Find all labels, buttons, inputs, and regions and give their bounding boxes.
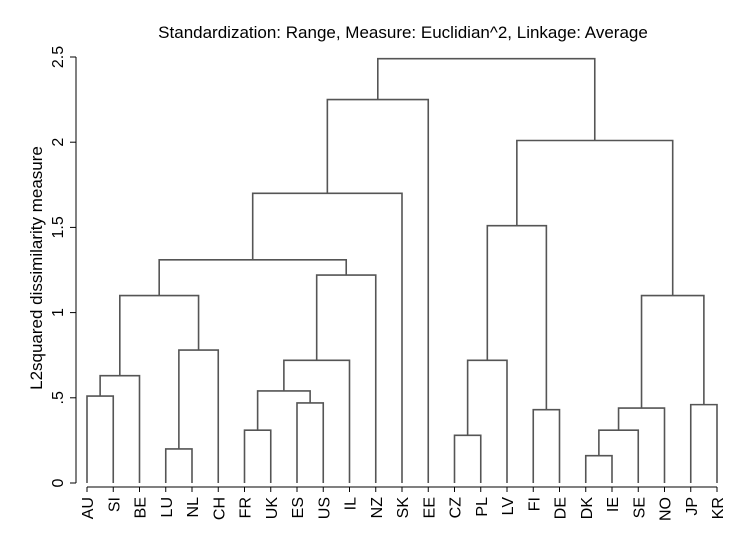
merge-link-m15 bbox=[178, 349, 220, 483]
merge-link-m6 bbox=[532, 408, 561, 483]
leaf-label-dk: DK bbox=[579, 497, 596, 520]
leaf-label-ch: CH bbox=[211, 497, 228, 520]
merge-link-m23 bbox=[326, 98, 430, 483]
leaf-label-no: NO bbox=[658, 497, 675, 521]
merge-link-m24 bbox=[377, 57, 596, 141]
y-tick-label: .5 bbox=[50, 391, 67, 404]
leaf-label-nz: NZ bbox=[369, 497, 386, 519]
leaf-label-se: SE bbox=[631, 497, 648, 518]
leaf-label-ee: EE bbox=[421, 497, 438, 518]
merge-link-m13 bbox=[466, 359, 508, 483]
merge-link-m22 bbox=[516, 139, 674, 296]
leaf-label-si: SI bbox=[106, 497, 123, 512]
leaf-label-au: AU bbox=[80, 497, 97, 519]
merge-link-m8 bbox=[689, 403, 718, 483]
y-tick-label: 1.5 bbox=[50, 216, 67, 238]
leaf-label-cz: CZ bbox=[448, 497, 465, 519]
merge-link-m14 bbox=[283, 359, 351, 483]
leaf-label-uk: UK bbox=[264, 497, 281, 520]
leaf-label-lu: LU bbox=[159, 497, 176, 517]
merge-link-m18 bbox=[315, 274, 377, 483]
y-tick-label: 2.5 bbox=[50, 46, 67, 68]
y-tick-label: 0 bbox=[50, 478, 67, 487]
leaf-label-fr: FR bbox=[238, 497, 255, 518]
leaf-label-ie: IE bbox=[605, 497, 622, 512]
dendrogram-links bbox=[86, 57, 718, 483]
leaf-label-kr: KR bbox=[710, 497, 727, 519]
leaf-label-pl: PL bbox=[474, 497, 491, 517]
leaf-label-lv: LV bbox=[500, 497, 517, 516]
leaf-label-de: DE bbox=[553, 497, 570, 519]
merge-link-m16 bbox=[640, 294, 705, 409]
y-tick-label: 2 bbox=[50, 138, 67, 147]
merge-link-m21 bbox=[251, 192, 403, 483]
merge-link-m3 bbox=[453, 434, 482, 483]
leaf-label-sk: SK bbox=[395, 497, 412, 519]
leaf-label-fi: FI bbox=[526, 497, 543, 511]
x-axis: AU SI BE LU NL CH FR UK ES US IL NZ SK EE CZ PL LV FI DE DK… bbox=[80, 486, 727, 521]
leaf-label-es: ES bbox=[290, 497, 307, 518]
merge-link-m11 bbox=[256, 390, 311, 431]
merge-link-m2 bbox=[164, 448, 193, 483]
leaf-label-jp: JP bbox=[684, 497, 701, 516]
merge-link-m1 bbox=[584, 454, 613, 483]
y-axis-label: L2squared dissimilarity measure bbox=[27, 146, 46, 390]
y-axis: 0 .5 1 1.5 2 2.5 bbox=[50, 46, 77, 487]
merge-link-m17 bbox=[119, 294, 200, 376]
merge-link-m7 bbox=[617, 407, 666, 483]
leaf-label-us: US bbox=[316, 497, 333, 519]
merge-link-m12 bbox=[99, 374, 141, 483]
merge-link-m19 bbox=[158, 258, 348, 296]
merge-link-m5 bbox=[243, 429, 272, 483]
leaf-label-il: IL bbox=[343, 497, 360, 510]
merge-link-m4 bbox=[598, 429, 640, 483]
merge-link-m10 bbox=[86, 395, 115, 483]
merge-link-m20 bbox=[486, 224, 548, 410]
leaf-label-be: BE bbox=[133, 497, 150, 518]
leaf-label-nl: NL bbox=[185, 497, 202, 518]
y-tick-label: 1 bbox=[50, 308, 67, 317]
merge-link-m9 bbox=[296, 402, 325, 483]
chart-title: Standardization: Range, Measure: Euclidi… bbox=[158, 23, 648, 42]
